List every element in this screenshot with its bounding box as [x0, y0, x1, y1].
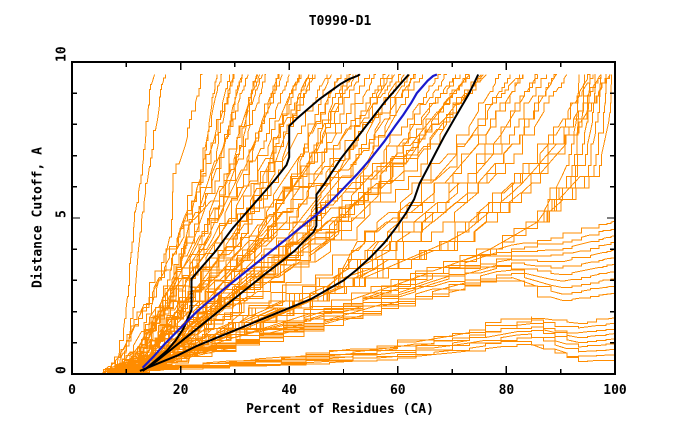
ensemble-curve — [110, 316, 615, 373]
highlight-curves-group — [139, 73, 480, 372]
ensemble-curve — [116, 228, 615, 373]
x-tick-label: 60 — [389, 383, 406, 398]
ensemble-curve — [128, 74, 607, 373]
ensemble-curve — [122, 74, 166, 373]
x-axis-label: Percent of Residues (CA) — [246, 402, 434, 417]
ensemble-curve — [105, 74, 235, 373]
x-tick-label: 20 — [172, 383, 189, 398]
page-title: T0990-D1 — [308, 14, 372, 29]
ensemble-curve — [109, 74, 309, 373]
marked-model-curve — [141, 73, 438, 369]
ensemble-curve — [133, 74, 602, 373]
x-tick-label: 80 — [498, 383, 515, 398]
ensemble-curve — [117, 74, 501, 373]
y-axis-label: Distance Cutoff, A — [30, 147, 46, 288]
ensemble-curve — [126, 235, 615, 373]
ensemble-curve — [108, 74, 487, 373]
ensemble-curve — [124, 74, 235, 373]
axes-group — [71, 61, 616, 375]
ensemble-curve — [133, 74, 520, 373]
x-tick-label: 40 — [281, 383, 298, 398]
ensemble-curve — [102, 74, 386, 373]
x-tick-label: 100 — [603, 383, 627, 398]
ensemble-curve — [129, 74, 203, 373]
ensemble-curves-group — [102, 74, 615, 373]
ensemble-curve — [115, 74, 155, 373]
x-tick-label: 0 — [68, 383, 76, 398]
highlighted-model-curve — [142, 73, 410, 372]
ensemble-curve — [102, 74, 222, 373]
ensemble-curve — [111, 74, 613, 373]
highlighted-model-curve — [139, 74, 480, 372]
ensemble-curve — [105, 343, 615, 373]
ensemble-curve — [102, 74, 249, 373]
